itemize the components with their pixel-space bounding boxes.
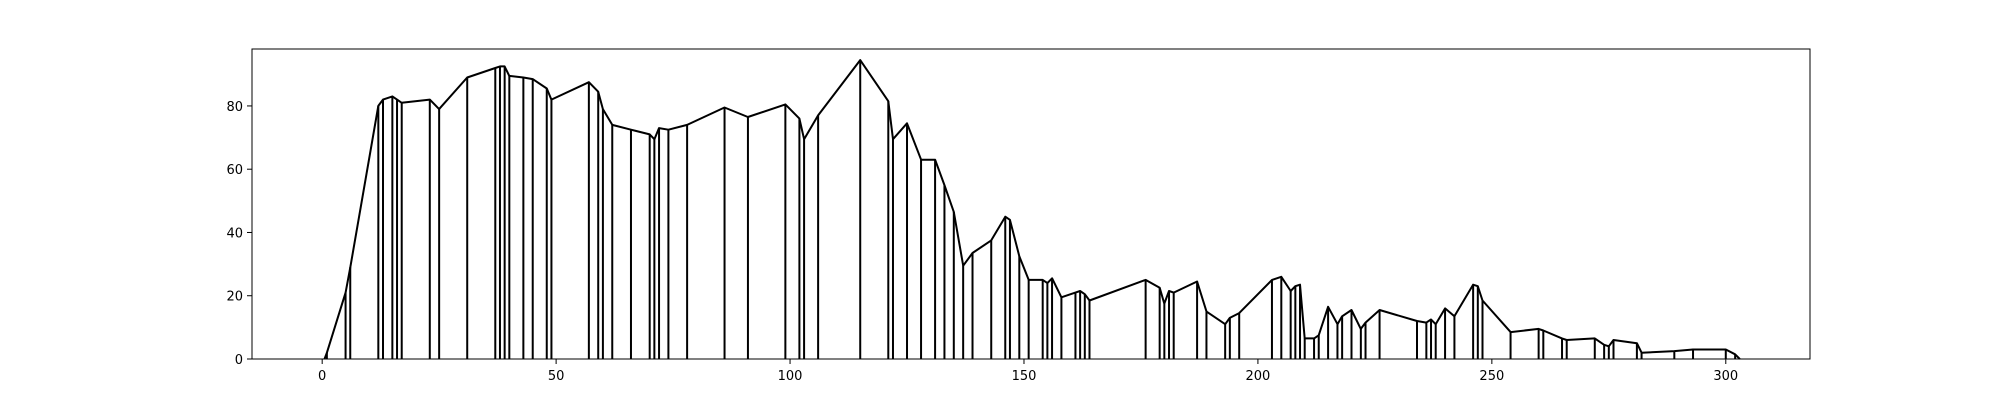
x-tick-label: 200: [1246, 369, 1271, 384]
x-tick-label: 300: [1713, 369, 1738, 384]
y-tick-label: 60: [226, 163, 243, 178]
y-tick-label: 0: [235, 353, 243, 368]
x-tick-label: 50: [548, 369, 565, 384]
x-tick-label: 250: [1479, 369, 1504, 384]
series-stems: [325, 60, 1737, 359]
x-tick-label: 100: [778, 369, 803, 384]
x-tick-label: 0: [318, 369, 326, 384]
y-tick-label: 20: [226, 290, 243, 305]
y-tick-label: 80: [226, 100, 243, 115]
y-axis: 0 20 40 60 80: [226, 100, 252, 368]
plot-frame: [251, 48, 1811, 360]
series-outline: [323, 59, 1741, 360]
x-axis: 0 50 100 150 200 250 300: [318, 359, 1738, 384]
y-tick-label: 40: [226, 226, 243, 241]
x-tick-label: 150: [1012, 369, 1037, 384]
